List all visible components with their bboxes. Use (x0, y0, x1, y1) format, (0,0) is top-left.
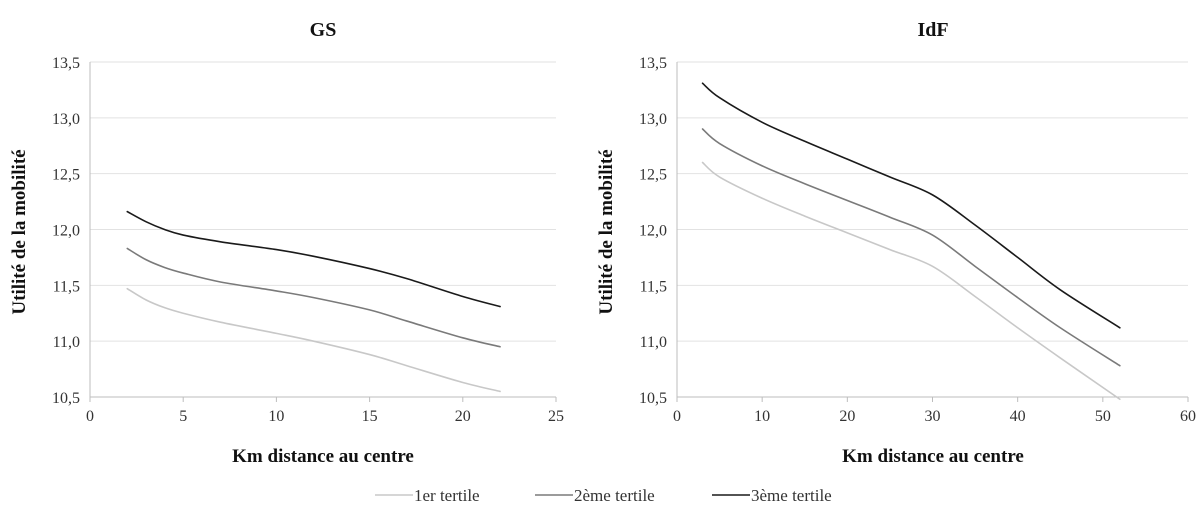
series-line-1 (126, 287, 501, 393)
x-tick-label: 5 (179, 408, 187, 425)
x-tick-label: 0 (86, 408, 94, 425)
x-tick-label: 40 (1010, 408, 1026, 425)
chart-title: GS (310, 19, 337, 41)
x-tick-label: 20 (839, 408, 855, 425)
x-tick-label: 15 (362, 408, 378, 425)
y-tick-label: 13,0 (52, 111, 80, 128)
y-tick-label: 11,0 (640, 334, 667, 351)
chart-panel-idf: IdF Utilité de la mobilité Km distance a… (596, 19, 1196, 467)
legend-item-2: 2ème tertile (535, 486, 655, 505)
chart-panel-gs: GS Utilité de la mobilité Km distance au… (9, 19, 564, 467)
legend-item-3: 3ème tertile (712, 486, 832, 505)
chart-legend: 1er tertile 2ème tertile 3ème tertile (375, 486, 832, 505)
y-tick-label: 10,5 (639, 390, 667, 407)
x-tick-label: 20 (455, 408, 471, 425)
legend-label: 3ème tertile (751, 486, 832, 505)
y-tick-label: 11,0 (53, 334, 80, 351)
y-tick-label: 11,5 (640, 278, 667, 295)
y-tick-label: 11,5 (53, 278, 80, 295)
y-tick-label: 12,0 (52, 223, 80, 240)
y-tick-label: 12,0 (639, 223, 667, 240)
x-tick-label: 50 (1095, 408, 1111, 425)
x-tick-label: 25 (548, 408, 564, 425)
legend-label: 1er tertile (414, 486, 480, 505)
x-axis-label: Km distance au centre (842, 446, 1024, 467)
chart-title: IdF (917, 19, 948, 41)
x-tick-label: 0 (673, 408, 681, 425)
series-line-3 (126, 210, 501, 308)
series-line-2 (126, 247, 501, 348)
series-line-3 (701, 82, 1121, 329)
y-axis-label: Utilité de la mobilité (9, 149, 30, 314)
y-tick-label: 12,5 (52, 167, 80, 184)
series-line-1 (701, 161, 1121, 401)
y-tick-label: 13,5 (639, 55, 667, 72)
legend-item-1: 1er tertile (375, 486, 480, 505)
y-tick-label: 10,5 (52, 390, 80, 407)
y-axis-label: Utilité de la mobilité (596, 149, 617, 314)
y-tick-label: 12,5 (639, 167, 667, 184)
legend-label: 2ème tertile (574, 486, 655, 505)
y-tick-label: 13,0 (639, 111, 667, 128)
x-axis-label: Km distance au centre (232, 446, 414, 467)
series-line-2 (701, 128, 1121, 367)
x-tick-label: 30 (925, 408, 941, 425)
x-tick-label: 10 (268, 408, 284, 425)
y-tick-label: 13,5 (52, 55, 80, 72)
x-tick-label: 60 (1180, 408, 1196, 425)
x-tick-label: 10 (754, 408, 770, 425)
